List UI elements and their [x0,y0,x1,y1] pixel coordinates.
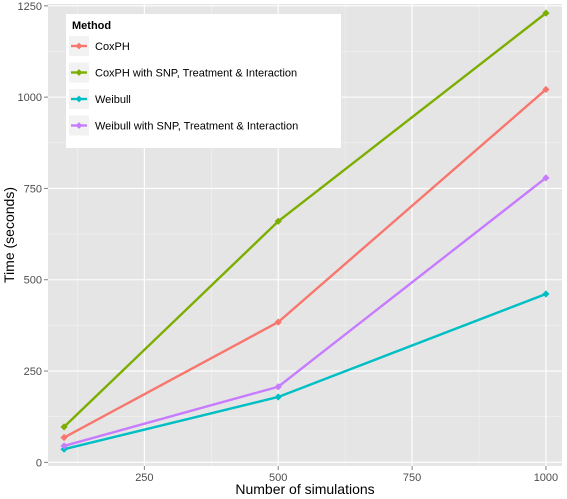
legend-items: CoxPH CoxPH with SNP, Treatment & Interac… [69,36,298,136]
legend-key-point [75,122,83,129]
series-point-1 [274,217,282,225]
legend-key-point [75,95,83,103]
legend-label: Weibull with SNP, Treatment & Interactio… [95,121,298,133]
y-tick-label: 0 [36,457,42,469]
series-point-3 [274,383,282,391]
legend-label: CoxPH [95,41,130,53]
series-point-0 [542,85,550,94]
x-tick-label: 750 [403,472,421,484]
series-point-3 [542,174,550,182]
x-axis-ticks: 250 500 750 1000 [135,466,558,484]
x-tick-label: 500 [269,472,287,484]
y-tick-label: 750 [24,183,42,195]
legend: Method CoxPH CoxPH with SNP, Treatment & … [66,14,341,148]
legend-title: Method [72,20,111,32]
series-layer [60,9,550,453]
y-tick-label: 500 [24,275,42,287]
y-tick-label: 250 [24,366,42,378]
x-tick-label: 250 [135,472,153,484]
legend-key-point [75,42,83,50]
y-tick-label: 1000 [18,92,42,104]
series-point-2 [274,393,282,401]
y-axis-ticks: 0 250 500 750 1000 1250 [18,1,48,469]
y-tick-label: 1250 [18,1,42,13]
legend-key-point [75,69,83,76]
series-point-1 [60,423,68,431]
y-axis-title: Time (seconds) [1,187,17,283]
series-point-0 [60,433,68,442]
series-point-1 [542,9,550,17]
x-axis-title: Number of simulations [235,481,374,497]
series-point-0 [274,318,282,326]
legend-label: CoxPH with SNP, Treatment & Interaction [95,68,297,80]
x-tick-label: 1000 [534,472,558,484]
legend-box [66,14,341,148]
series-point-2 [542,290,550,298]
series-point-3 [60,442,68,450]
legend-label: Weibull [95,94,131,106]
